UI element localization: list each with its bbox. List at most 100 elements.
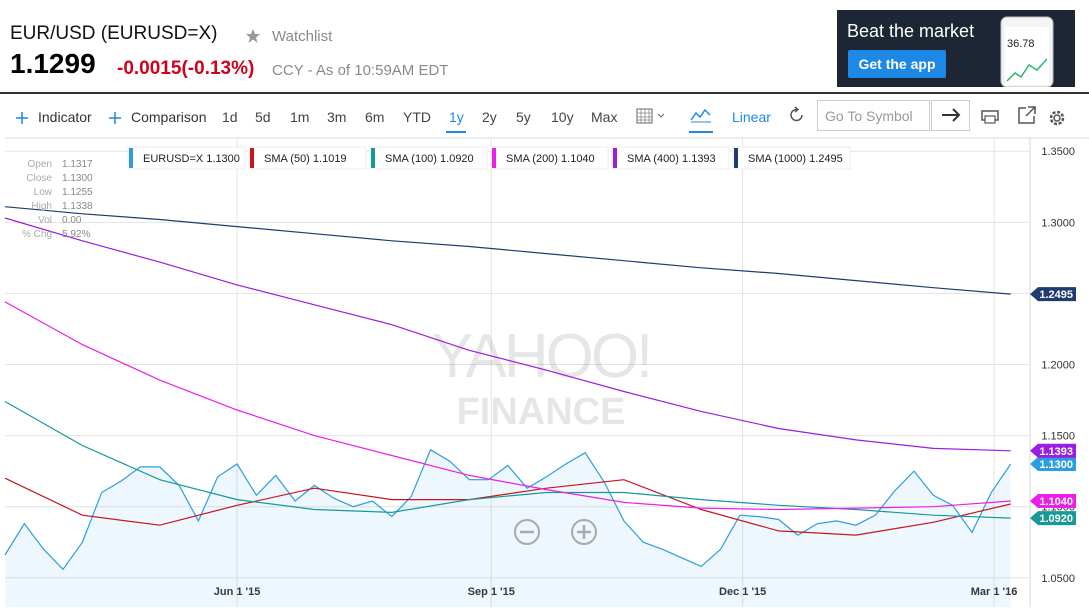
legend-swatch [129, 148, 133, 168]
plot-background [5, 137, 1030, 607]
legend-swatch [250, 148, 254, 168]
legend-item [732, 146, 851, 170]
zoom-out[interactable] [514, 519, 540, 545]
range-button[interactable]: 2y [482, 109, 497, 125]
share-icon[interactable] [1017, 105, 1037, 125]
watchlist-link[interactable]: Watchlist [272, 28, 333, 45]
legend-item [127, 146, 246, 170]
watermark-text: FINANCE [457, 391, 626, 433]
range-button[interactable]: 10y [551, 109, 574, 125]
indicator-button[interactable]: Indicator [38, 109, 92, 125]
chart: 1.05001.10001.15001.20001.25001.30001.35… [4, 137, 1089, 607]
ad-banner[interactable]: Beat the market Get the app 36.78 [837, 10, 1075, 87]
end-tag [1030, 443, 1076, 458]
end-tags: 1.1300 1.0920 1.1040 1.1393 1.2495 [1030, 287, 1076, 526]
grid-layer: 1.05001.10001.15001.20001.25001.30001.35… [5, 137, 1075, 607]
price-change: -0.0015(-0.13%) [117, 58, 255, 79]
legend-item [369, 146, 488, 170]
range-button[interactable]: 1m [290, 109, 310, 125]
range-button[interactable]: YTD [403, 109, 431, 125]
info-value: 1.1338 [62, 201, 93, 212]
y-tick-label: 1.3000 [1041, 217, 1075, 229]
settings-icon[interactable] [1047, 108, 1067, 128]
ad-headline: Beat the market [847, 21, 975, 41]
legend-label: SMA (200) 1.1040 [506, 153, 595, 165]
selected-underline [446, 131, 466, 133]
legend-label: SMA (1000) 1.2495 [748, 153, 843, 165]
info-label: Close [26, 173, 52, 184]
x-tick-label: Mar 1 '16 [971, 586, 1018, 598]
legend-label: SMA (400) 1.1393 [627, 153, 716, 165]
y-tick-label: 1.0500 [1041, 573, 1075, 585]
range-button[interactable]: 5d [255, 109, 271, 125]
print-icon[interactable] [980, 107, 1000, 125]
info-value: 5.92% [62, 229, 90, 240]
info-value: 1.1317 [62, 159, 93, 170]
range-button[interactable]: 6m [365, 109, 385, 125]
phone-image: 36.78 [1000, 16, 1054, 87]
symbol-title: EUR/USD (EURUSD=X) [10, 23, 218, 44]
y-tick-label: 1.2000 [1041, 360, 1075, 372]
scale-button[interactable]: Linear [732, 109, 771, 125]
x-tick-label: Sep 1 '15 [468, 586, 515, 598]
y-tick-label: 1.1500 [1041, 431, 1075, 443]
end-tag-label: 1.0920 [1039, 513, 1073, 525]
range-button[interactable]: 3m [327, 109, 347, 125]
comparison-button[interactable]: Comparison [131, 109, 207, 125]
ad-button[interactable]: Get the app [848, 50, 946, 78]
range-button-selected[interactable]: 1y [449, 109, 464, 125]
marks-layer [4, 206, 1012, 607]
info-panel: Open 1.1317 Close 1.1300 Low 1.1255 High 1.1338… [22, 159, 93, 240]
legend-swatch [492, 148, 496, 168]
end-tag [1030, 494, 1076, 508]
zoom-in[interactable] [571, 519, 597, 545]
reset-icon[interactable] [788, 106, 806, 124]
calendar-icon[interactable] [636, 106, 670, 126]
range-button[interactable]: 5y [516, 109, 531, 125]
zoom-controls [514, 519, 597, 545]
end-tag [1030, 511, 1076, 526]
info-value: 1.1300 [62, 173, 93, 184]
legend-label: SMA (100) 1.0920 [385, 153, 474, 165]
series-line [4, 206, 1011, 295]
chart-type-icon[interactable] [689, 106, 713, 134]
end-tag-label: 1.1393 [1039, 446, 1073, 458]
legend-label: SMA (50) 1.1019 [264, 153, 347, 165]
legend-item [611, 146, 730, 170]
go-button[interactable] [931, 100, 970, 131]
symbol-search[interactable]: Go To Symbol [817, 100, 930, 131]
plus-icon [109, 112, 121, 124]
series-line [4, 448, 1012, 571]
area-fill [5, 449, 1011, 607]
watermark: YAHOO! FINANCE [432, 322, 654, 433]
end-tag-label: 1.1040 [1039, 496, 1073, 508]
series-line [4, 217, 1011, 452]
legend-swatch [371, 148, 375, 168]
series-line [4, 301, 1011, 511]
x-tick-label: Jun 1 '15 [214, 586, 261, 598]
end-tag-label: 1.2495 [1039, 289, 1073, 301]
range-button[interactable]: Max [591, 109, 618, 125]
quote-meta: CCY - As of 10:59AM EDT [272, 62, 449, 79]
end-tag [1030, 457, 1076, 472]
end-tag [1030, 287, 1076, 302]
series-line [4, 477, 1011, 536]
plus-icon [16, 112, 28, 124]
legend-swatch [613, 148, 617, 168]
range-button[interactable]: 1d [222, 109, 238, 125]
separator [0, 92, 1089, 94]
x-tick-label: Dec 1 '15 [719, 586, 766, 598]
info-label: Vol [38, 215, 52, 226]
info-label: % Chg [22, 229, 52, 240]
legend-label: EURUSD=X 1.1300 [143, 153, 240, 165]
legend-item [248, 146, 367, 170]
legend-swatch [734, 148, 738, 168]
arrow-icon [942, 108, 961, 122]
phone-value: 36.78 [1007, 38, 1035, 50]
end-tag-label: 1.1300 [1039, 459, 1073, 471]
y-tick-label: 1.3500 [1041, 146, 1075, 158]
info-value: 1.1255 [62, 187, 93, 198]
star-icon[interactable] [245, 28, 261, 44]
info-value: 0.00 [62, 215, 82, 226]
